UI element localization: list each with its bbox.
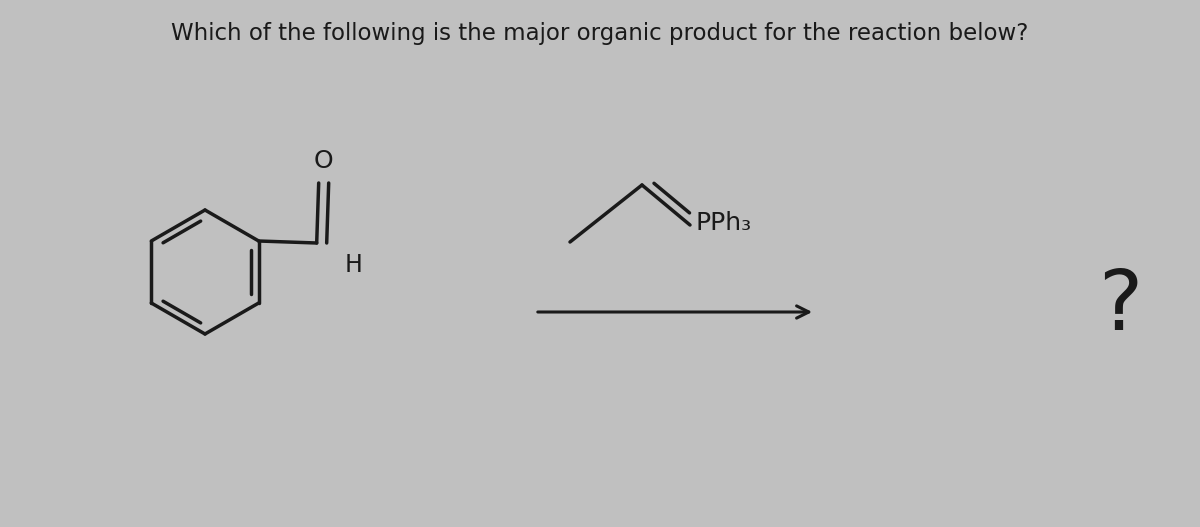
Text: O: O <box>314 149 334 173</box>
Text: ?: ? <box>1098 267 1142 347</box>
Text: Which of the following is the major organic product for the reaction below?: Which of the following is the major orga… <box>172 22 1028 45</box>
Text: H: H <box>344 253 362 277</box>
Text: PPh₃: PPh₃ <box>696 211 752 235</box>
